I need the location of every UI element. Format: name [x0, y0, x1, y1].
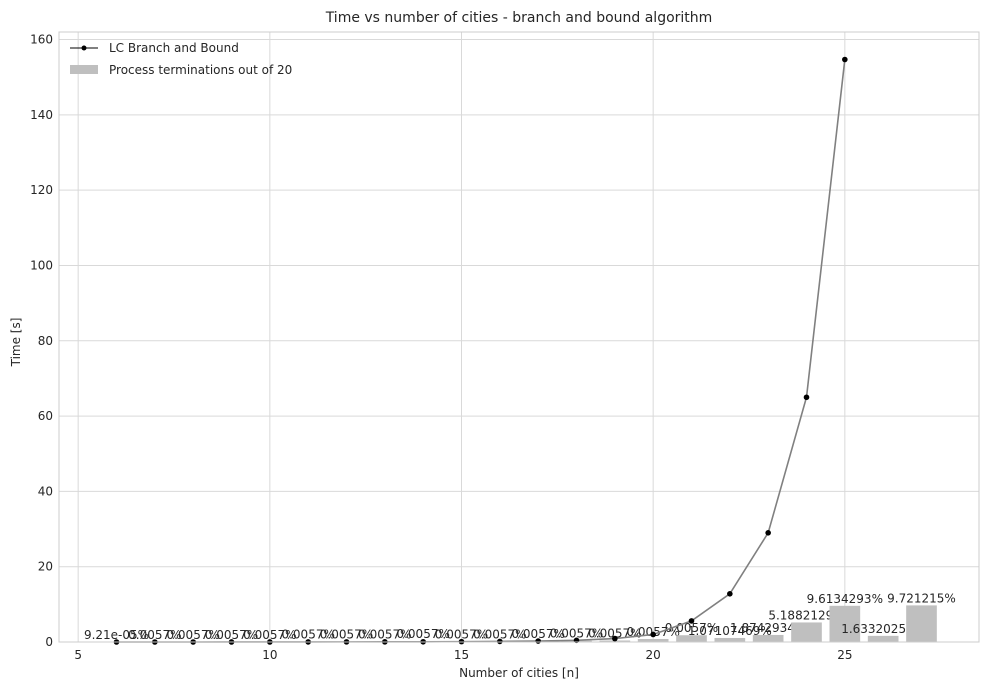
bar — [791, 622, 822, 642]
legend-label-bars: Process terminations out of 20 — [109, 63, 292, 77]
line-point — [727, 591, 733, 597]
y-tick-label: 40 — [38, 484, 53, 498]
bar — [752, 634, 784, 642]
bar — [906, 605, 937, 642]
legend: LC Branch and Bound Process terminations… — [70, 41, 292, 77]
bar-data-label: 0.0057% — [665, 621, 718, 635]
legend-label-line: LC Branch and Bound — [109, 41, 239, 55]
bar-data-label: 0.0057% — [243, 628, 296, 642]
plot-area: 9.21e-05%0.0057%0.0057%0.0057%0.0057%0.0… — [30, 31, 980, 662]
line-point — [688, 618, 695, 624]
bar-data-label: 9.21e-05% — [84, 628, 149, 642]
y-axis-label: Time [s] — [9, 318, 23, 368]
line-point — [842, 56, 848, 63]
x-tick-label: 15 — [454, 648, 469, 662]
y-tick-label: 0 — [45, 635, 53, 649]
legend-line-marker — [81, 45, 87, 51]
bar-data-label: 0.0057% — [166, 628, 219, 642]
bar-data-label: 0.0057% — [281, 628, 334, 642]
bar-data-label: 0.0057% — [473, 627, 526, 641]
bar-data-label: 0.0057% — [435, 627, 488, 641]
line-point — [803, 394, 810, 401]
y-tick-label: 60 — [38, 409, 53, 423]
series-line — [116, 59, 846, 643]
bar-data-label: 9.721215% — [887, 591, 956, 605]
bar-data-label: 0.0057% — [358, 627, 411, 641]
bar-data-label: 9.6134293% — [807, 592, 883, 606]
bar-data-label: 0.0057% — [396, 627, 449, 641]
line-point — [535, 638, 541, 644]
y-tick-label: 140 — [30, 108, 53, 122]
line-point — [612, 635, 618, 642]
chart-title: Time vs number of cities - branch and bo… — [325, 10, 713, 26]
bar — [637, 638, 669, 642]
y-tick-label: 120 — [30, 183, 53, 197]
bar-data-label: 0.0057% — [511, 627, 564, 641]
line-point — [650, 631, 656, 638]
y-tick-label: 20 — [38, 560, 53, 574]
x-tick-label: 5 — [74, 648, 82, 662]
line-point — [497, 638, 503, 645]
y-tick-label: 100 — [30, 258, 53, 272]
bar — [714, 637, 746, 642]
bar-data-label: 5.1882129% — [768, 608, 844, 622]
bar — [676, 635, 707, 642]
legend-bar-swatch — [70, 65, 98, 74]
bar-data-label: 1.07107469% — [688, 624, 772, 638]
plot-frame — [58, 31, 980, 643]
x-axis-label: Number of cities [n] — [459, 666, 579, 680]
bar-data-label: 0.0057% — [128, 628, 181, 642]
x-tick-label: 20 — [646, 648, 661, 662]
bar-data-label: 1.8742934% — [730, 621, 806, 635]
bar-data-label: 0.0057% — [205, 628, 258, 642]
line-point — [765, 530, 771, 536]
bar — [829, 605, 861, 642]
bar — [867, 635, 899, 642]
bar-data-label: 1.63320251% — [841, 622, 925, 636]
y-tick-label: 160 — [30, 33, 53, 47]
bar-data-label: 0.0057% — [550, 627, 603, 641]
x-tick-label: 10 — [262, 648, 277, 662]
y-tick-label: 80 — [38, 334, 53, 348]
x-tick-label: 25 — [837, 648, 852, 662]
bar-data-label: 0.0057% — [320, 628, 373, 642]
